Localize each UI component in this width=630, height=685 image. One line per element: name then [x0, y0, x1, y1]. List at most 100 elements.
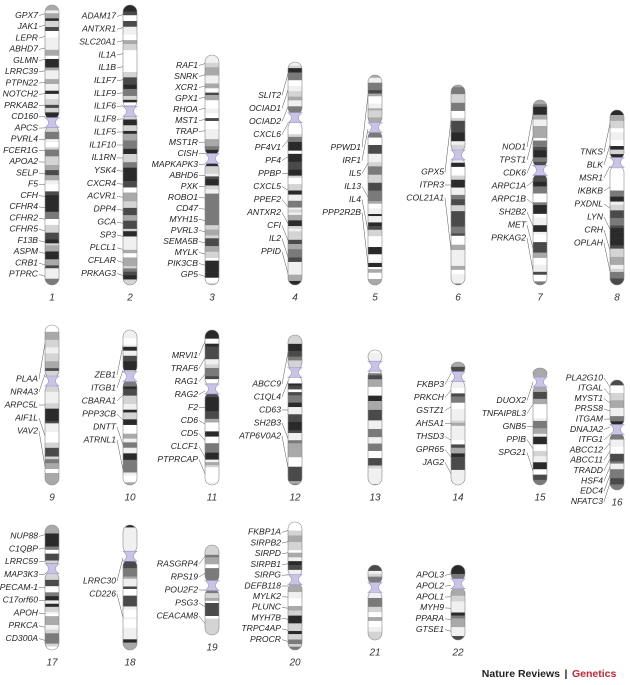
band: [288, 86, 302, 92]
band: [123, 576, 137, 580]
band: [368, 229, 382, 237]
band: [451, 259, 465, 264]
band: [205, 166, 219, 175]
gene-label: DPP4: [94, 204, 117, 214]
band: [451, 447, 465, 454]
leader-line: [198, 615, 206, 624]
band: [451, 434, 465, 438]
band: [368, 254, 382, 262]
band: [123, 475, 137, 483]
centromere: [44, 375, 60, 387]
band: [205, 364, 219, 369]
leader-line: [38, 93, 46, 95]
band: [123, 215, 137, 221]
band: [533, 271, 547, 276]
band: [45, 27, 59, 32]
band: [610, 392, 624, 401]
band: [533, 138, 547, 141]
band: [45, 435, 59, 443]
leader-line: [281, 225, 289, 241]
band: [123, 187, 137, 193]
leader-line: [38, 240, 46, 243]
band: [45, 107, 59, 113]
band: [123, 330, 137, 334]
band: [288, 385, 302, 390]
band: [368, 208, 382, 215]
publisher: Nature Reviews: [482, 668, 560, 680]
band: [45, 114, 59, 119]
leader-line: [361, 94, 369, 148]
gene-label: CFHR4: [9, 201, 38, 211]
gene-label: TPST1: [499, 154, 526, 164]
band: [205, 397, 219, 404]
bands: [123, 559, 137, 650]
band: [45, 67, 59, 71]
band: [451, 393, 465, 397]
band: [123, 266, 137, 269]
band: [205, 185, 219, 190]
band: [368, 401, 382, 411]
gene-label: ASPM: [13, 246, 39, 256]
band: [45, 600, 59, 605]
band: [205, 225, 219, 230]
band: [368, 226, 382, 231]
band: [288, 150, 302, 155]
band: [45, 484, 59, 485]
band: [288, 375, 302, 384]
gene-label: ADAM17: [81, 11, 118, 21]
gene-label: RHOA: [173, 104, 198, 114]
band: [123, 379, 137, 387]
band: [205, 554, 219, 558]
gene-label: PIK3CB: [167, 258, 198, 268]
band: [45, 125, 59, 133]
band: [205, 134, 219, 140]
band: [451, 565, 465, 575]
band: [288, 175, 302, 179]
leader-line: [526, 452, 534, 471]
leader-line: [116, 593, 124, 618]
band: [533, 391, 547, 400]
centromere: [450, 578, 466, 590]
band: [451, 262, 465, 267]
band: [610, 463, 624, 467]
band: [368, 423, 382, 430]
band: [45, 331, 59, 341]
leader-line: [526, 158, 534, 174]
band: [451, 120, 465, 127]
gene-label: OCIAD1: [249, 103, 281, 113]
leader-line: [444, 618, 452, 620]
leader-line: [526, 439, 534, 449]
band: [533, 106, 547, 116]
chromosome-number: 16: [611, 498, 623, 509]
gene-label: PF4: [265, 155, 281, 165]
leader-line: [38, 262, 46, 266]
band: [451, 166, 465, 176]
gene-label: SELP: [16, 167, 38, 177]
band: [123, 649, 137, 650]
gene-label: CFH: [20, 190, 38, 200]
band: [45, 232, 59, 240]
band: [205, 452, 219, 457]
band: [123, 125, 137, 132]
band: [288, 615, 302, 624]
chromosome-number: 9: [49, 493, 55, 504]
leader-line: [38, 206, 46, 209]
band: [205, 179, 219, 186]
band: [288, 267, 302, 275]
chromosome-number: 4: [292, 293, 298, 304]
band: [205, 391, 219, 398]
band: [288, 100, 302, 107]
gene-label: ANTXR1: [81, 24, 116, 34]
band: [451, 141, 465, 146]
band: [45, 31, 59, 38]
leader-line: [281, 639, 289, 642]
band: [45, 456, 59, 460]
band: [205, 118, 219, 122]
band: [451, 265, 465, 271]
leader-line: [198, 374, 206, 382]
band: [45, 239, 59, 244]
band: [368, 187, 382, 191]
band: [533, 161, 547, 168]
band: [205, 593, 219, 599]
band: [288, 228, 302, 232]
